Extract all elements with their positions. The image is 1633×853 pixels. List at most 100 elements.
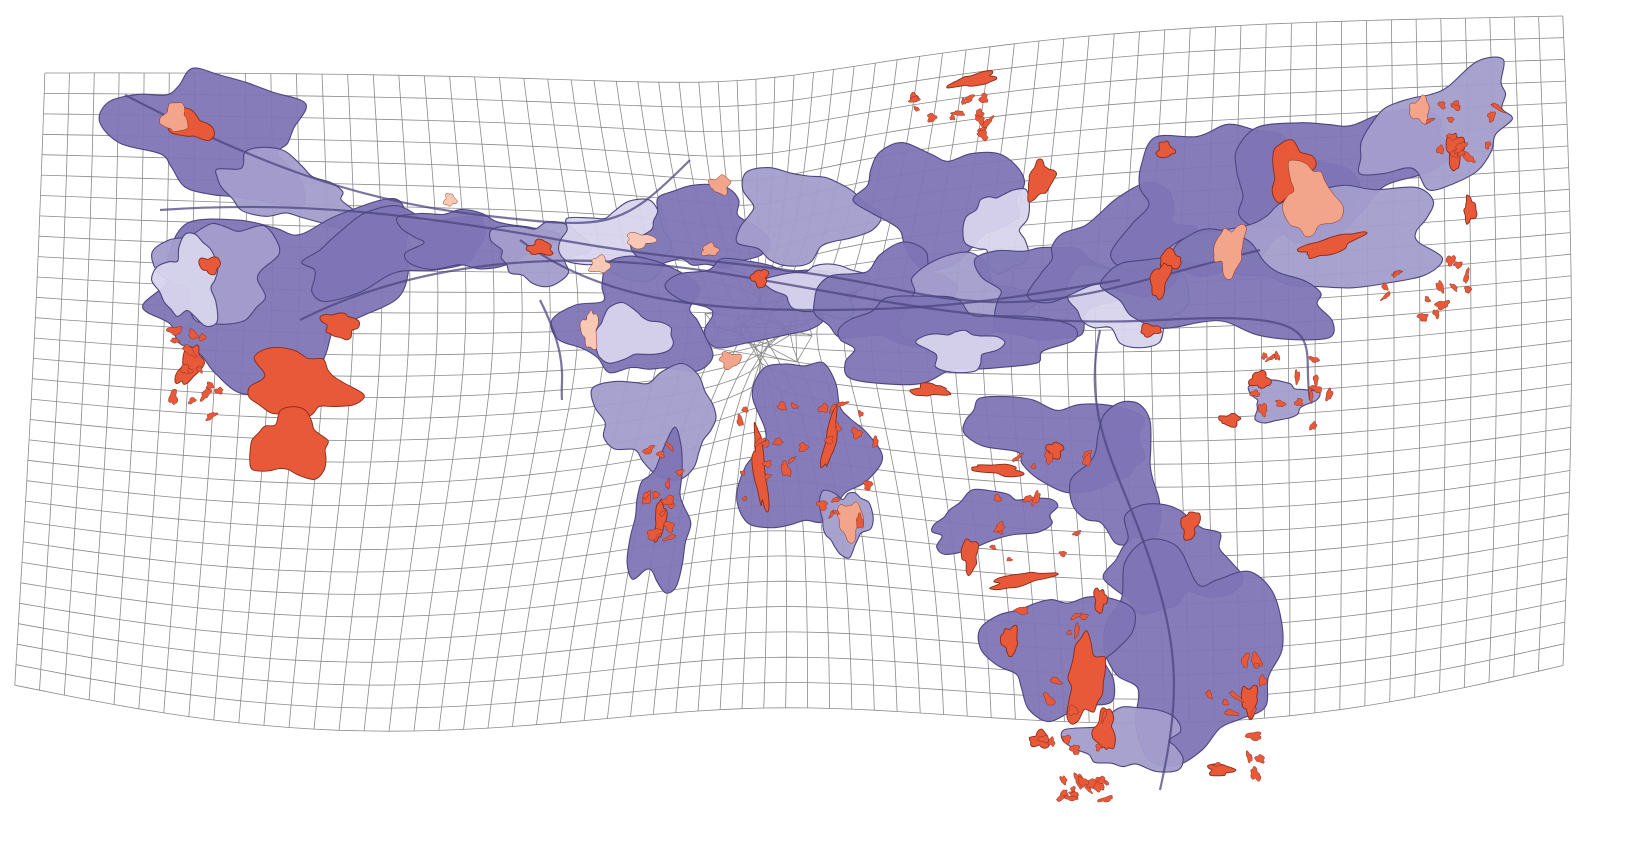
highlight-fragment xyxy=(199,332,207,342)
highlight-fragment xyxy=(652,490,661,499)
highlight-fragment xyxy=(1212,762,1222,767)
grid-column-line xyxy=(953,46,992,718)
highlight-fragment xyxy=(1437,101,1446,110)
highlight-fragment xyxy=(856,512,864,529)
highlight-region xyxy=(443,192,458,207)
highlight-fragment xyxy=(1097,795,1114,803)
highlight-region xyxy=(749,268,770,289)
highlight-fragment xyxy=(740,470,746,476)
highlight-fragment xyxy=(1056,789,1069,802)
grid-column-line xyxy=(388,75,439,732)
highlight-fragment xyxy=(655,451,665,459)
highlight-fragment xyxy=(949,114,956,121)
highlight-fragment xyxy=(1101,710,1107,724)
highlight-fragment xyxy=(1487,111,1496,123)
highlight-fragment xyxy=(1047,736,1056,747)
grid-row-line xyxy=(18,600,1566,663)
grid-column-line xyxy=(512,79,579,727)
highlight-fragment xyxy=(736,413,744,427)
highlight-fragment xyxy=(908,95,921,103)
highlight-region xyxy=(718,351,742,371)
highlight-region xyxy=(1282,159,1344,238)
highlight-fragment xyxy=(1424,295,1432,303)
highlight-fragment xyxy=(742,495,747,502)
highlight-fragment xyxy=(1416,313,1429,322)
grid-column-line xyxy=(63,72,95,696)
grid-column-line xyxy=(138,72,170,709)
region-shape xyxy=(590,362,717,481)
highlight-region xyxy=(1140,322,1162,338)
grid-column-line xyxy=(463,77,523,730)
grid-row-line xyxy=(15,643,1564,709)
highlight-fragment xyxy=(1246,750,1253,764)
highlight-fragment xyxy=(828,403,837,415)
highlight-fragment xyxy=(662,534,677,542)
highlight-fragment xyxy=(817,402,829,413)
highlight-fragment xyxy=(165,326,183,336)
highlight-fragment xyxy=(830,496,841,503)
highlight-region xyxy=(1155,140,1177,158)
highlight-fragment xyxy=(1449,283,1458,292)
highlight-fragment xyxy=(764,473,772,480)
grid-column-line xyxy=(338,74,383,731)
highlight-fragment xyxy=(1063,795,1079,802)
highlight-fragment xyxy=(1436,144,1444,155)
highlight-fragment xyxy=(1006,557,1013,562)
grid-row-line xyxy=(21,535,1569,595)
highlight-fragment xyxy=(1043,692,1056,706)
highlight-fragment xyxy=(1070,612,1083,621)
highlight-fragment xyxy=(1058,550,1067,558)
highlight-fragment xyxy=(1381,282,1389,291)
highlight-fragment xyxy=(1308,356,1320,363)
grid-column-line xyxy=(487,78,551,729)
highlight-region xyxy=(1027,158,1058,203)
highlight-region xyxy=(198,256,221,276)
grid-column-line xyxy=(14,72,46,686)
highlight-fragment xyxy=(196,365,203,374)
highlight-fragment xyxy=(1484,141,1492,150)
highlight-fragment xyxy=(927,112,938,123)
grid-row-line xyxy=(19,578,1567,640)
highlight-region xyxy=(1409,94,1430,125)
highlight-fragment xyxy=(1274,350,1280,361)
highlight-fragment xyxy=(1036,735,1050,743)
grid-column-line xyxy=(363,75,411,731)
highlight-fragment xyxy=(1011,452,1025,463)
grid-column-line xyxy=(39,72,70,691)
grid-column-line xyxy=(1538,16,1548,672)
highlight-fragment xyxy=(1464,285,1472,294)
highlight-region xyxy=(627,232,658,250)
region-shape xyxy=(931,488,1059,555)
highlight-region xyxy=(909,382,952,397)
region-boundary-line xyxy=(539,299,564,401)
region-boundary-line xyxy=(1093,329,1176,791)
highlight-fragment xyxy=(1031,489,1041,507)
highlight-fragment xyxy=(791,402,800,409)
highlight-fragment xyxy=(964,94,975,104)
highlight-fragment xyxy=(642,490,652,500)
highlight-fragment xyxy=(1445,255,1456,267)
region-shape xyxy=(1099,228,1335,341)
highlight-region xyxy=(1213,224,1247,280)
highlight-fragment xyxy=(975,115,985,126)
highlight-fragment xyxy=(1253,662,1260,669)
grid-row-line xyxy=(14,665,1564,732)
highlight-region xyxy=(946,70,998,89)
highlight-fragment xyxy=(761,460,772,468)
highlight-fragment xyxy=(1240,652,1250,669)
region-shape xyxy=(1357,56,1513,191)
highlight-fragment xyxy=(1425,117,1436,124)
highlight-region xyxy=(1463,194,1478,225)
highlight-fragment xyxy=(1445,133,1458,141)
highlight-fragment xyxy=(1049,676,1063,685)
grid-column-line xyxy=(438,76,495,731)
highlight-region xyxy=(1207,763,1237,777)
highlight-fragment xyxy=(1222,698,1230,706)
highlight-region xyxy=(588,254,612,274)
highlight-region xyxy=(1149,262,1173,300)
region-shape xyxy=(1247,379,1321,424)
highlight-fragment xyxy=(659,509,666,517)
region-boundary-line xyxy=(159,205,1261,304)
grid-column-line xyxy=(88,72,120,700)
highlight-fragment xyxy=(850,426,863,440)
